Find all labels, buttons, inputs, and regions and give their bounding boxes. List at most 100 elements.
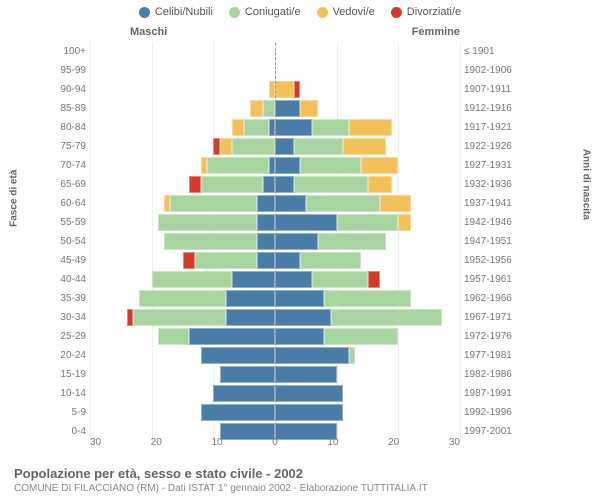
center-line — [275, 366, 276, 383]
bar-segment-d — [189, 176, 201, 193]
bar-female — [275, 385, 460, 402]
age-row: 95-99 1902-1906 — [50, 61, 520, 80]
age-label: 35-39 — [50, 293, 90, 304]
bar-male — [90, 214, 275, 231]
bar-male — [90, 176, 275, 193]
center-line — [275, 157, 276, 174]
legend-item: Vedovi/e — [317, 6, 375, 18]
birth-label: 1917-1921 — [460, 122, 520, 133]
bar-segment-co — [312, 119, 349, 136]
bar-segment-co — [207, 157, 269, 174]
bar-segment-v — [361, 157, 398, 174]
bar-segment-cn — [275, 271, 312, 288]
age-row: 60-64 1937-1941 — [50, 194, 520, 213]
age-row: 55-59 1942-1946 — [50, 213, 520, 232]
age-row: 5-9 1992-1996 — [50, 403, 520, 422]
bars — [90, 290, 460, 307]
legend-item: Celibi/Nubili — [139, 6, 213, 18]
bar-segment-v — [380, 195, 411, 212]
bar-female — [275, 43, 460, 60]
bar-segment-co — [306, 195, 380, 212]
center-line — [275, 385, 276, 402]
center-line — [275, 309, 276, 326]
center-line — [275, 271, 276, 288]
bar-segment-co — [300, 252, 362, 269]
bars — [90, 366, 460, 383]
bar-female — [275, 62, 460, 79]
bar-segment-cn — [275, 100, 300, 117]
center-line — [275, 43, 276, 60]
bar-segment-cn — [275, 176, 294, 193]
birth-label: 1927-1931 — [460, 160, 520, 171]
age-row: 65-69 1932-1936 — [50, 175, 520, 194]
bar-male — [90, 195, 275, 212]
birth-label: 1967-1971 — [460, 312, 520, 323]
bar-segment-cn — [232, 271, 275, 288]
legend: Celibi/NubiliConiugati/eVedovi/eDivorzia… — [0, 0, 600, 20]
bar-segment-cn — [275, 233, 318, 250]
center-line — [275, 214, 276, 231]
bar-segment-co — [139, 290, 225, 307]
bars — [90, 62, 460, 79]
bar-male — [90, 62, 275, 79]
x-tick: 30 — [449, 437, 460, 448]
center-line — [275, 233, 276, 250]
bar-male — [90, 157, 275, 174]
legend-label: Divorziati/e — [407, 6, 461, 18]
bar-female — [275, 252, 460, 269]
bar-segment-co — [232, 138, 275, 155]
bars — [90, 328, 460, 345]
age-label: 80-84 — [50, 122, 90, 133]
age-label: 55-59 — [50, 217, 90, 228]
bar-female — [275, 138, 460, 155]
header-female: Femmine — [412, 26, 460, 38]
age-label: 25-29 — [50, 331, 90, 342]
age-row: 80-84 1917-1921 — [50, 118, 520, 137]
center-line — [275, 62, 276, 79]
age-label: 30-34 — [50, 312, 90, 323]
birth-label: 1997-2001 — [460, 426, 520, 437]
bars — [90, 271, 460, 288]
bar-male — [90, 347, 275, 364]
bar-segment-cn — [275, 138, 294, 155]
bar-segment-co — [294, 176, 368, 193]
bar-segment-co — [331, 309, 442, 326]
age-label: 60-64 — [50, 198, 90, 209]
birth-label: 1907-1911 — [460, 84, 520, 95]
bar-segment-v — [232, 119, 244, 136]
bar-segment-cn — [213, 385, 275, 402]
bar-female — [275, 176, 460, 193]
age-row: 20-24 1977-1981 — [50, 346, 520, 365]
bar-female — [275, 290, 460, 307]
birth-label: 1957-1961 — [460, 274, 520, 285]
legend-label: Vedovi/e — [333, 6, 375, 18]
bar-segment-co — [349, 347, 355, 364]
bar-segment-cn — [257, 233, 276, 250]
bar-female — [275, 404, 460, 421]
bar-segment-cn — [275, 385, 343, 402]
age-row: 15-19 1982-1986 — [50, 365, 520, 384]
age-label: 70-74 — [50, 160, 90, 171]
bar-male — [90, 271, 275, 288]
bars — [90, 233, 460, 250]
bar-segment-co — [152, 271, 232, 288]
legend-item: Divorziati/e — [391, 6, 461, 18]
bar-male — [90, 404, 275, 421]
bar-segment-co — [133, 309, 226, 326]
birth-label: 1952-1956 — [460, 255, 520, 266]
bar-segment-cn — [226, 309, 275, 326]
bar-segment-v — [343, 138, 386, 155]
bar-segment-cn — [275, 214, 337, 231]
birth-label: 1982-1986 — [460, 369, 520, 380]
center-line — [275, 328, 276, 345]
birth-label: 1902-1906 — [460, 65, 520, 76]
bar-segment-cn — [226, 290, 275, 307]
birth-label: 1932-1936 — [460, 179, 520, 190]
age-label: 45-49 — [50, 255, 90, 266]
y-axis-right-label: Anni di nascita — [581, 149, 592, 220]
bar-female — [275, 214, 460, 231]
bar-female — [275, 366, 460, 383]
age-row: 25-29 1972-1976 — [50, 327, 520, 346]
bars — [90, 195, 460, 212]
age-row: 10-14 1987-1991 — [50, 384, 520, 403]
